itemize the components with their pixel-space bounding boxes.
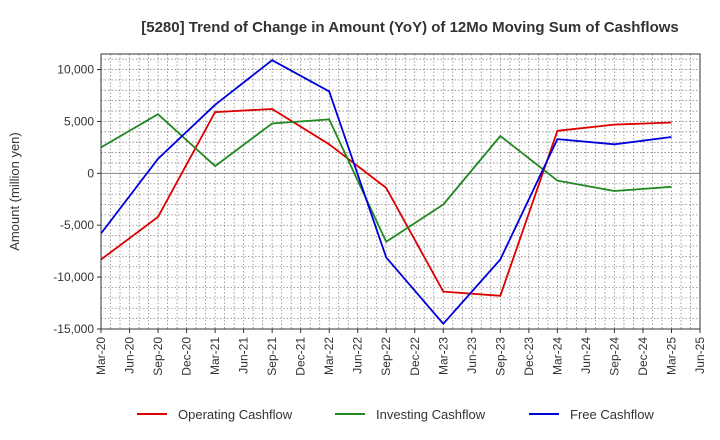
x-tick-label: Sep-24 xyxy=(607,337,621,376)
y-tick-label: -10,000 xyxy=(53,270,94,284)
x-tick-label: Mar-20 xyxy=(94,337,108,375)
x-tick-label: Dec-24 xyxy=(636,337,650,376)
x-tick-label: Mar-21 xyxy=(208,337,222,375)
y-axis-label: Amount (million yen) xyxy=(7,132,22,251)
y-tick-label: -15,000 xyxy=(53,322,94,336)
x-tick-label: Sep-23 xyxy=(493,337,507,376)
x-tick-label: Jun-21 xyxy=(237,337,251,374)
series-line-2 xyxy=(100,113,672,243)
x-tick-label: Dec-21 xyxy=(294,337,308,376)
y-axis-ticks: 10,000 5,000 0 -5,000 -10,000 -15,000 xyxy=(53,63,101,336)
chart-title: [5280] Trend of Change in Amount (YoY) o… xyxy=(141,19,679,36)
x-tick-label: Sep-20 xyxy=(151,337,165,376)
x-tick-label: Jun-22 xyxy=(351,337,365,374)
legend-label: Operating Cashflow xyxy=(178,407,293,422)
x-tick-label: Jun-25 xyxy=(693,337,707,374)
y-tick-label: -5,000 xyxy=(60,218,94,232)
legend: Operating Cashflow Investing Cashflow Free… xyxy=(137,407,654,422)
x-axis-ticks: Mar-20 Jun-20 Sep-20 Dec-20 Mar-21 Jun-21 Sep-… xyxy=(94,329,707,376)
x-tick-label: Dec-23 xyxy=(522,337,536,376)
plot-frame xyxy=(100,53,701,330)
legend-label: Investing Cashflow xyxy=(376,407,486,422)
legend-label: Free Cashflow xyxy=(570,407,654,422)
x-tick-label: Sep-21 xyxy=(265,337,279,376)
grid xyxy=(101,54,700,329)
series-group xyxy=(100,59,672,325)
series-line-1 xyxy=(100,108,672,297)
x-tick-label: Mar-25 xyxy=(664,337,678,375)
x-tick-label: Dec-22 xyxy=(408,337,422,376)
x-tick-label: Dec-20 xyxy=(180,337,194,376)
x-tick-label: Mar-22 xyxy=(322,337,336,375)
x-tick-label: Jun-20 xyxy=(123,337,137,374)
series-line-3 xyxy=(100,59,672,325)
x-tick-label: Jun-23 xyxy=(465,337,479,374)
x-tick-label: Mar-23 xyxy=(436,337,450,375)
x-tick-label: Sep-22 xyxy=(379,337,393,376)
y-tick-label: 5,000 xyxy=(64,114,94,128)
y-tick-label: 0 xyxy=(87,166,94,180)
x-tick-label: Jun-24 xyxy=(579,337,593,374)
x-tick-label: Mar-24 xyxy=(550,337,564,375)
y-tick-label: 10,000 xyxy=(57,63,94,77)
